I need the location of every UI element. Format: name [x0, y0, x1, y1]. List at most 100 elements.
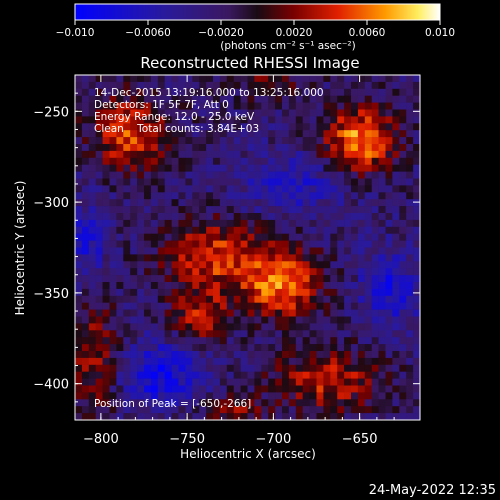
heatmap-cell	[178, 240, 186, 248]
heatmap-cell	[226, 261, 234, 269]
heatmap-cell	[378, 254, 386, 262]
heatmap-cell	[81, 109, 90, 117]
heatmap-cell	[344, 254, 352, 262]
heatmap-cell	[137, 413, 145, 421]
heatmap-cell	[316, 116, 324, 124]
heatmap-cell	[150, 371, 159, 379]
heatmap-cell	[116, 351, 124, 359]
heatmap-cell	[157, 351, 165, 359]
heatmap-cell	[137, 88, 145, 96]
heatmap-cell	[199, 371, 207, 379]
heatmap-cell	[102, 378, 110, 386]
heatmap-cell	[137, 164, 145, 172]
heatmap-cell	[75, 102, 83, 110]
heatmap-cell	[102, 357, 110, 366]
heatmap-cell	[337, 371, 345, 379]
heatmap-cell	[88, 75, 96, 83]
heatmap-cell	[309, 130, 317, 138]
heatmap-cell	[406, 213, 414, 221]
heatmap-cell	[247, 268, 255, 276]
heatmap-cell	[413, 171, 421, 179]
heatmap-cell	[261, 171, 269, 179]
heatmap-cell	[364, 351, 372, 359]
heatmap-cell	[157, 192, 165, 200]
heatmap-cell	[81, 316, 90, 324]
heatmap-cell	[357, 123, 366, 131]
heatmap-cell	[247, 364, 255, 372]
heatmap-cell	[309, 226, 317, 234]
heatmap-cell	[323, 406, 331, 414]
heatmap-cell	[123, 371, 131, 379]
heatmap-cell	[226, 357, 234, 366]
heatmap-cell	[268, 171, 276, 179]
heatmap-cell	[164, 123, 172, 131]
heatmap-cell	[282, 254, 290, 262]
heatmap-cell	[316, 213, 324, 221]
heatmap-cell	[109, 75, 117, 83]
heatmap-cell	[164, 95, 172, 103]
heatmap-cell	[364, 392, 372, 400]
heatmap-cell	[378, 309, 386, 317]
heatmap-cell	[206, 206, 214, 214]
heatmap-cell	[233, 130, 241, 138]
heatmap-cell	[185, 323, 193, 331]
heatmap-cell	[371, 337, 379, 345]
heatmap-cell	[150, 95, 159, 103]
heatmap-cell	[219, 268, 228, 276]
heatmap-cell	[378, 413, 386, 421]
heatmap-cell	[392, 254, 400, 262]
heatmap-cell	[302, 137, 310, 145]
heatmap-cell	[171, 240, 179, 248]
heatmap-cell	[130, 130, 138, 138]
heatmap-cell	[261, 357, 269, 366]
heatmap-cell	[371, 371, 379, 379]
heatmap-cell	[157, 275, 165, 283]
heatmap-cell	[295, 102, 303, 110]
heatmap-cell	[371, 109, 379, 117]
heatmap-cell	[157, 81, 165, 90]
heatmap-cell	[206, 137, 214, 145]
heatmap-cell	[144, 81, 152, 90]
heatmap-cell	[102, 199, 110, 207]
heatmap-cell	[130, 199, 138, 207]
heatmap-cell	[288, 192, 297, 200]
heatmap-cell	[75, 371, 83, 379]
heatmap-cell	[316, 233, 324, 241]
heatmap-cell	[337, 192, 345, 200]
heatmap-cell	[75, 150, 83, 159]
heatmap-cell	[88, 206, 96, 214]
heatmap-cell	[75, 330, 83, 338]
heatmap-cell	[137, 199, 145, 207]
heatmap-cell	[199, 219, 207, 228]
heatmap-cell	[309, 268, 317, 276]
heatmap-cell	[261, 309, 269, 317]
heatmap-cell	[275, 330, 283, 338]
heatmap-cell	[102, 309, 110, 317]
heatmap-cell	[406, 219, 414, 228]
heatmap-cell	[288, 116, 297, 124]
heatmap-cell	[123, 302, 131, 310]
heatmap-cell	[344, 378, 352, 386]
heatmap-cell	[357, 233, 366, 241]
heatmap-cell	[351, 123, 359, 131]
heatmap-cell	[316, 288, 324, 297]
heatmap-cell	[392, 268, 400, 276]
heatmap-cell	[213, 185, 221, 193]
heatmap-cell	[282, 150, 290, 159]
heatmap-cell	[316, 351, 324, 359]
heatmap-cell	[351, 337, 359, 345]
heatmap-cell	[192, 157, 200, 165]
heatmap-cell	[302, 247, 310, 255]
heatmap-cell	[206, 95, 214, 103]
heatmap-cell	[295, 316, 303, 324]
heatmap-cell	[385, 157, 393, 165]
heatmap-cell	[364, 288, 372, 297]
heatmap-cell	[75, 344, 83, 352]
heatmap-cell	[233, 392, 241, 400]
heatmap-cell	[164, 385, 172, 393]
heatmap-cell	[323, 213, 331, 221]
heatmap-cell	[116, 192, 124, 200]
heatmap-cell	[233, 261, 241, 269]
heatmap-cell	[88, 288, 96, 297]
heatmap-cell	[385, 413, 393, 421]
